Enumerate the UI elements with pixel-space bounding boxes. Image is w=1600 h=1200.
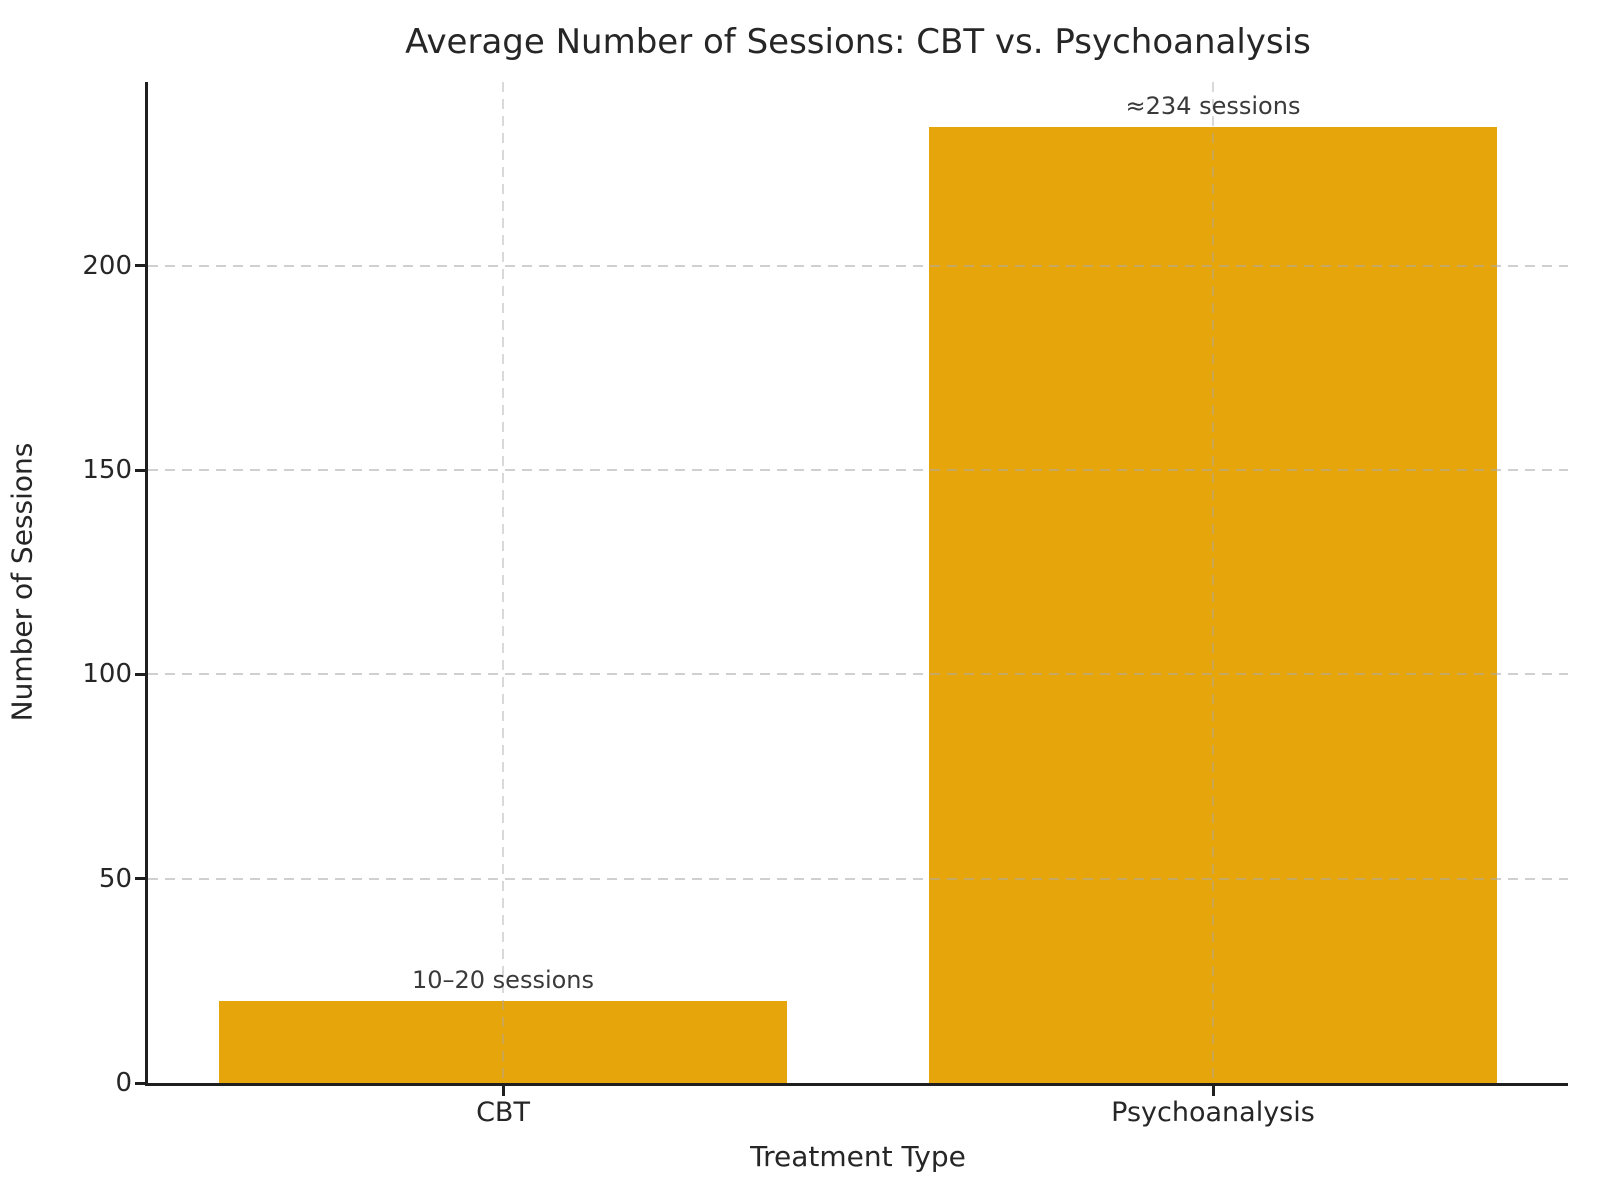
x-gridline <box>502 82 504 1083</box>
y-gridline <box>148 264 1568 267</box>
y-tick-label: 50 <box>98 863 132 894</box>
y-tick-label: 200 <box>82 250 132 281</box>
y-tick-mark <box>135 877 145 881</box>
x-gridline <box>1212 82 1214 1083</box>
y-tick-mark <box>135 264 145 268</box>
plot-area: 0 50 100 150 200 10–20 sessions CBT ≈234 sessio… <box>82 82 1568 1128</box>
y-tick-mark <box>135 672 145 676</box>
x-axis-spine <box>145 1083 1568 1086</box>
x-tick-mark <box>501 1086 505 1096</box>
y-tick-mark <box>135 1081 145 1085</box>
bar <box>929 126 1497 1083</box>
x-axis-label: Treatment Type <box>750 1140 966 1173</box>
y-axis-label: Number of Sessions <box>5 442 39 722</box>
x-tick-mark <box>1211 1086 1215 1096</box>
bar <box>219 1001 787 1083</box>
y-tick-label: 150 <box>82 455 132 486</box>
y-tick-mark <box>135 468 145 472</box>
y-axis-spine <box>145 82 148 1086</box>
x-tick-label: Psychoanalysis <box>1111 1097 1315 1128</box>
y-tick-label: 0 <box>115 1068 132 1098</box>
y-gridline <box>148 877 1568 880</box>
chart-title: Average Number of Sessions: CBT vs. Psyc… <box>405 22 1311 62</box>
y-gridline <box>148 673 1568 676</box>
x-tick-label: CBT <box>476 1097 530 1128</box>
bar-annotation: ≈234 sessions <box>1125 91 1301 120</box>
y-tick-label: 100 <box>82 659 132 690</box>
bar-annotation: 10–20 sessions <box>411 966 595 995</box>
y-gridline <box>148 469 1568 472</box>
